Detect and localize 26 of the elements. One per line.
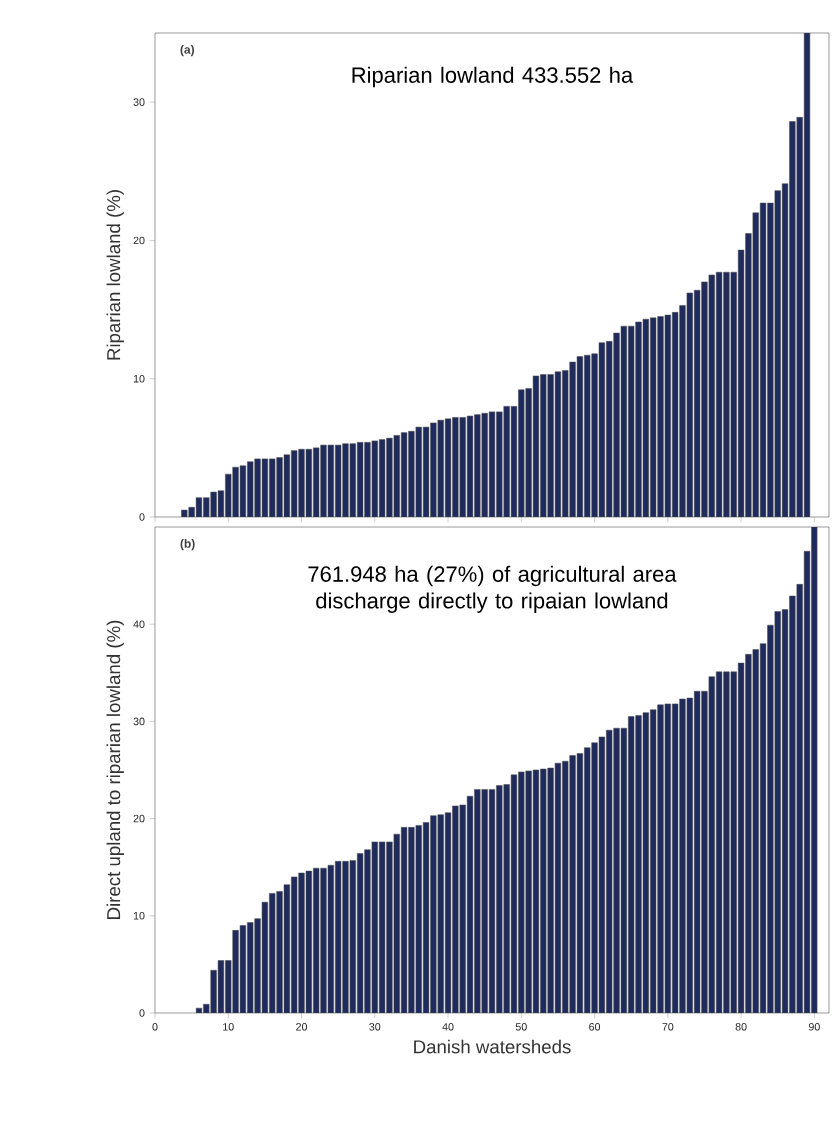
- y-tick-label: 10: [133, 912, 145, 920]
- y-axis-title: Riparian lowland (%): [106, 190, 124, 360]
- y-tick-label: 20: [133, 814, 145, 823]
- y-tick-label: 40: [133, 620, 145, 628]
- x-tick-label: 70: [662, 1023, 674, 1031]
- y-tick-label: 30: [133, 98, 145, 106]
- annotation: (a): [180, 44, 195, 57]
- y-tick-label: 20: [133, 236, 145, 245]
- x-tick-label: 90: [808, 1023, 820, 1031]
- x-tick-label: 30: [369, 1023, 381, 1031]
- annotation: (b): [180, 539, 195, 551]
- annotation: Riparian lowland 433.552 ha: [352, 66, 634, 88]
- y-axis-title: Direct upland to riparian lowland (%): [106, 620, 124, 919]
- x-tick-label: 20: [296, 1023, 308, 1031]
- y-tick-label: 30: [133, 717, 145, 726]
- x-tick-label: 40: [442, 1023, 454, 1031]
- x-tick-label: 60: [589, 1023, 601, 1031]
- y-tick-label: 0: [139, 513, 145, 521]
- x-tick-label: 50: [515, 1023, 527, 1031]
- x-tick-label: 80: [735, 1023, 747, 1031]
- annotation: 761.948 ha (27%) of agricultural area discharge directly to ripaian lowland: [308, 565, 677, 613]
- y-tick-label: 0: [139, 1009, 145, 1017]
- x-tick-label: 10: [223, 1023, 234, 1031]
- x-tick-label: 0: [152, 1023, 158, 1031]
- y-tick-label: 10: [133, 374, 145, 383]
- x-axis-title: Danish watersheds: [414, 1039, 571, 1054]
